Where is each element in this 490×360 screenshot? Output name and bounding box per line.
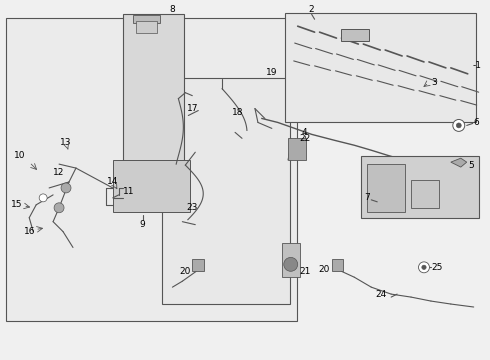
Text: 17: 17 [187,104,198,113]
Bar [342,29,369,41]
Text: 23: 23 [187,203,198,212]
Bar [136,21,157,33]
Text: 3: 3 [431,78,437,87]
Text: 15: 15 [11,200,22,209]
Text: 9: 9 [140,220,146,229]
Bar [122,14,184,165]
Bar [113,160,190,212]
Circle shape [146,76,159,90]
Circle shape [284,257,298,271]
Bar [192,260,204,271]
Text: 10: 10 [14,151,25,160]
Circle shape [61,183,71,193]
Circle shape [389,180,405,196]
Text: 25: 25 [431,263,442,272]
Circle shape [453,120,465,131]
Text: 19: 19 [266,68,278,77]
Text: 6: 6 [474,118,480,127]
Circle shape [456,123,461,128]
Circle shape [54,203,64,213]
Bar [332,260,343,271]
Bar [282,243,300,277]
Circle shape [131,178,147,194]
Bar [368,164,405,212]
Bar [163,78,290,304]
Circle shape [156,182,169,194]
Bar [361,156,479,218]
Text: 11: 11 [123,188,134,197]
Text: 18: 18 [232,108,244,117]
Text: 4: 4 [302,128,307,137]
Text: 21: 21 [299,267,310,276]
Text: 2: 2 [309,5,315,14]
Circle shape [465,200,477,212]
Circle shape [418,262,429,273]
Text: 24: 24 [376,289,387,298]
Bar [411,180,439,208]
Bar [6,18,297,321]
Circle shape [39,194,47,202]
Bar [285,13,476,122]
Text: 5: 5 [468,161,474,170]
Text: 22: 22 [299,134,310,143]
Circle shape [427,185,441,199]
Circle shape [450,191,464,205]
Text: 8: 8 [170,5,175,14]
Circle shape [422,265,426,270]
Text: -1: -1 [472,62,481,71]
Text: 20: 20 [319,265,330,274]
Circle shape [146,102,159,116]
Text: 14: 14 [107,177,119,186]
Text: 20: 20 [180,267,191,276]
Bar [133,15,161,23]
Text: 12: 12 [53,167,65,176]
Text: 16: 16 [24,227,35,236]
Polygon shape [451,158,467,167]
Text: 13: 13 [60,138,72,147]
Text: 7: 7 [365,193,370,202]
Bar [288,138,306,160]
